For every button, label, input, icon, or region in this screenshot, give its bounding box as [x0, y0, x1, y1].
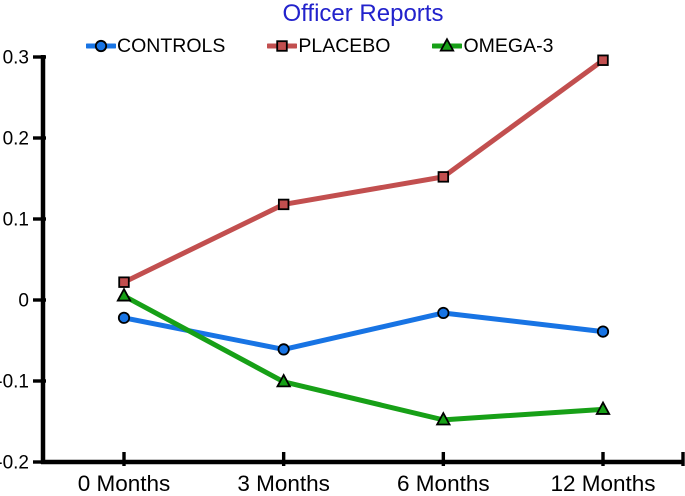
x-tick-label: 3 Months: [237, 471, 330, 496]
data-point-controls-1: [277, 343, 290, 356]
legend-label-omega-3: OMEGA-3: [463, 34, 554, 57]
legend-marker-placebo: [276, 40, 289, 52]
legend-label-controls: CONTROLS: [117, 34, 226, 57]
legend-marker-triangle-icon: [432, 37, 463, 52]
y-tick-label: 0: [18, 291, 29, 312]
y-tick-label: -0.2: [0, 453, 29, 474]
x-tick-label: 12 Months: [550, 471, 655, 496]
y-tick-label: 0.1: [3, 210, 29, 231]
chart-legend: CONTROLS PLACEBO OMEGA-3: [86, 35, 553, 58]
y-tick-label: 0.3: [3, 48, 29, 69]
data-point-placebo-3: [597, 54, 609, 66]
series-line-omega-3: [121, 293, 606, 423]
series-line-controls: [121, 310, 606, 352]
legend-marker-circle-icon: [86, 39, 116, 53]
chart-title: Officer Reports: [282, 0, 444, 27]
y-tick-label: 0.2: [3, 129, 29, 150]
legend-item-placebo: PLACEBO: [267, 35, 390, 58]
data-point-omega-3-0: [116, 287, 132, 302]
legend-item-controls: CONTROLS: [86, 35, 225, 58]
data-point-omega-3-3: [595, 400, 611, 415]
data-point-omega-3-1: [275, 373, 292, 388]
series-line-placebo: [121, 57, 606, 285]
data-point-controls-2: [437, 306, 450, 320]
data-point-placebo-0: [118, 276, 130, 288]
data-point-placebo-2: [437, 171, 450, 183]
data-point-controls-0: [117, 311, 131, 324]
legend-marker-controls: [94, 39, 108, 53]
data-point-placebo-1: [277, 198, 290, 211]
x-tick-label: 6 Months: [397, 471, 490, 496]
data-point-controls-3: [596, 325, 610, 338]
y-tick-label: -0.1: [0, 372, 29, 393]
legend-marker-square-icon: [267, 40, 298, 52]
x-tick-label: 0 Months: [78, 471, 171, 496]
legend-label-placebo: PLACEBO: [298, 34, 391, 57]
data-point-omega-3-2: [435, 411, 452, 426]
legend-item-omega-3: OMEGA-3: [432, 35, 553, 58]
legend-marker-omega-3: [439, 37, 456, 52]
